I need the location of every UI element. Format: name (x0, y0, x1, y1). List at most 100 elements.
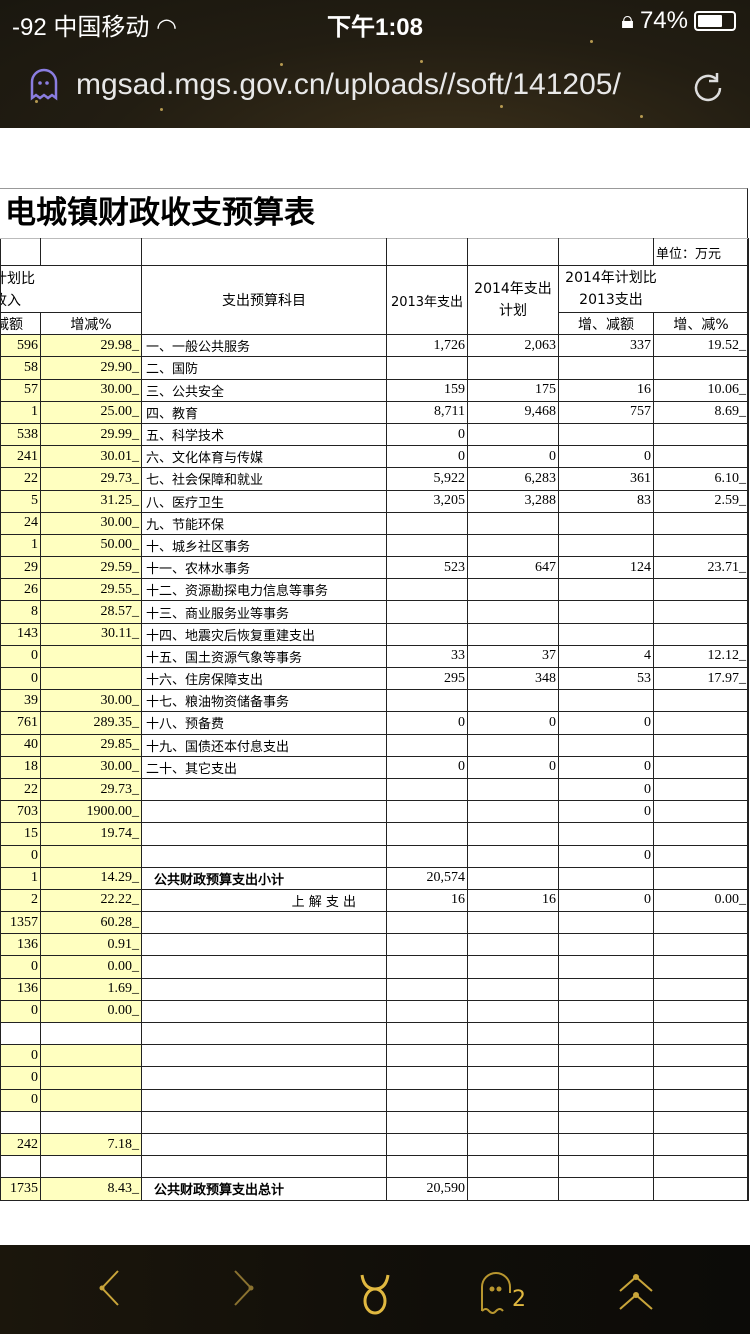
expense-2013 (386, 1066, 468, 1090)
table-row: 22 29.73_ 0 (0, 777, 749, 802)
wifi-icon: ◠ (156, 14, 177, 41)
budget-table: 单位：万元 计划比收入 支出预算科目 2013年支出 2014年支出计划 201… (0, 238, 749, 1201)
expense-subject: 十八、预备费 (141, 711, 387, 735)
left-change-amount: 241 (0, 445, 41, 469)
taurus-home-icon[interactable] (358, 1263, 392, 1317)
expense-2013: 33 (386, 644, 468, 669)
expense-2014-plan (467, 933, 559, 957)
change-pct (653, 911, 749, 935)
left-change-amount: 242 (0, 1132, 41, 1157)
expense-2014-plan (467, 1155, 559, 1179)
expense-subject: 十三、商业服务业等事务 (141, 600, 387, 624)
left-change-pct (40, 666, 142, 691)
change-pct (653, 511, 749, 535)
left-change-amount: 40 (0, 733, 41, 757)
expense-2014-plan (467, 578, 559, 602)
expense-2014-plan: 0 (467, 711, 559, 735)
battery-icon (694, 11, 736, 31)
header-left-group2: 收入 (2, 293, 22, 309)
change-pct (653, 445, 749, 469)
unit-label: 单位：万元 (653, 238, 749, 266)
expense-2014-plan: 175 (467, 378, 559, 402)
reload-icon[interactable] (690, 70, 726, 106)
expense-2013 (386, 1155, 468, 1179)
expense-2014-plan (467, 422, 559, 447)
ghost-tabs-icon[interactable]: 2 (480, 1263, 530, 1314)
expense-subject (141, 800, 387, 824)
expense-2013 (386, 533, 468, 558)
change-amount: 337 (558, 334, 654, 358)
left-change-amount: 538 (0, 422, 41, 447)
expense-subject: 九、节能环保 (141, 511, 387, 535)
expense-2014-plan: 3,288 (467, 489, 559, 513)
change-amount: 83 (558, 489, 654, 513)
change-pct: 12.12_ (653, 644, 749, 669)
table-row: 0 十六、住房保障支出 295 348 53 17.97_ (0, 666, 749, 691)
left-change-pct: 22.22_ (40, 888, 142, 913)
expense-2014-plan (467, 1066, 559, 1090)
change-pct: 0.00_ (653, 888, 749, 913)
left-change-amount: 2 (0, 888, 41, 913)
left-change-amount: 1 (0, 400, 41, 424)
budget-sheet: 电城镇财政收支预算表 单位：万元 计划比收入 支出预算科目 2013年支出 20… (0, 188, 749, 1201)
expense-2013 (386, 1132, 468, 1157)
expense-2014-plan (467, 356, 559, 380)
expense-2014-plan (467, 955, 559, 979)
expense-subject: 十六、住房保障支出 (141, 666, 387, 691)
left-change-pct (40, 1155, 142, 1179)
left-change-pct: 30.00_ (40, 689, 142, 713)
expense-subject: 十一、农林水事务 (141, 556, 387, 580)
header-2013: 2013年支出 (386, 264, 468, 336)
change-pct (653, 622, 749, 646)
ghost-privacy-icon[interactable] (28, 68, 62, 102)
table-row (0, 1155, 749, 1179)
header-compare: 2014年计划比2013支出 (558, 265, 749, 313)
expense-2014-plan: 647 (467, 556, 559, 580)
change-pct (653, 1044, 749, 1068)
table-row: 15 19.74_ (0, 822, 749, 846)
left-change-amount: 0 (0, 955, 41, 979)
expense-subject: 一、一般公共服务 (141, 334, 387, 358)
change-amount: 53 (558, 666, 654, 691)
change-pct (653, 822, 749, 846)
expense-subject (141, 1155, 387, 1179)
forward-icon[interactable] (228, 1263, 258, 1313)
expense-2013 (386, 777, 468, 802)
left-change-pct: 8.43_ (40, 1177, 142, 1201)
back-icon[interactable] (95, 1263, 125, 1313)
left-change-amount: 143 (0, 622, 41, 646)
table-row: 2 22.22_ 上 解 支 出 16 16 0 0.00_ (0, 888, 749, 913)
table-row: 58 29.90_ 二、国防 (0, 356, 749, 380)
table-row: 39 30.00_ 十七、粮油物资储备事务 (0, 689, 749, 713)
left-change-pct: 29.90_ (40, 356, 142, 380)
sheet-title: 电城镇财政收支预算表 (5, 195, 315, 231)
change-pct (653, 777, 749, 802)
expense-subject (141, 844, 387, 868)
expense-subject (141, 1021, 387, 1046)
expense-subject (141, 822, 387, 846)
address-bar-url[interactable]: mgsad.mgs.gov.cn/uploads//soft/141205/ (76, 68, 621, 101)
change-amount (558, 955, 654, 979)
expense-2013: 1,726 (386, 334, 468, 358)
left-change-pct (40, 844, 142, 868)
change-pct (653, 955, 749, 979)
table-row: 18 30.00_ 二十、其它支出 0 0 0 (0, 755, 749, 779)
left-change-amount: 1357 (0, 911, 41, 935)
left-change-amount: 136 (0, 977, 41, 1001)
change-amount (558, 689, 654, 713)
table-row: 0 0.00_ (0, 955, 749, 979)
table-row: 26 29.55_ 十二、资源勘探电力信息等事务 (0, 578, 749, 602)
expense-2013: 16 (386, 888, 468, 913)
expense-subject: 十五、国土资源气象等事务 (141, 644, 387, 669)
expense-2013: 3,205 (386, 489, 468, 513)
expense-2014-plan: 0 (467, 445, 559, 469)
change-pct: 23.71_ (653, 556, 749, 580)
table-row: 1 50.00_ 十、城乡社区事务 (0, 533, 749, 558)
expense-2013 (386, 999, 468, 1024)
change-amount (558, 822, 654, 846)
change-pct (653, 689, 749, 713)
scroll-top-icon[interactable] (616, 1263, 656, 1313)
header-left-a: 减额 (2, 316, 24, 333)
change-pct: 2.59_ (653, 489, 749, 513)
left-change-pct: 31.25_ (40, 489, 142, 513)
